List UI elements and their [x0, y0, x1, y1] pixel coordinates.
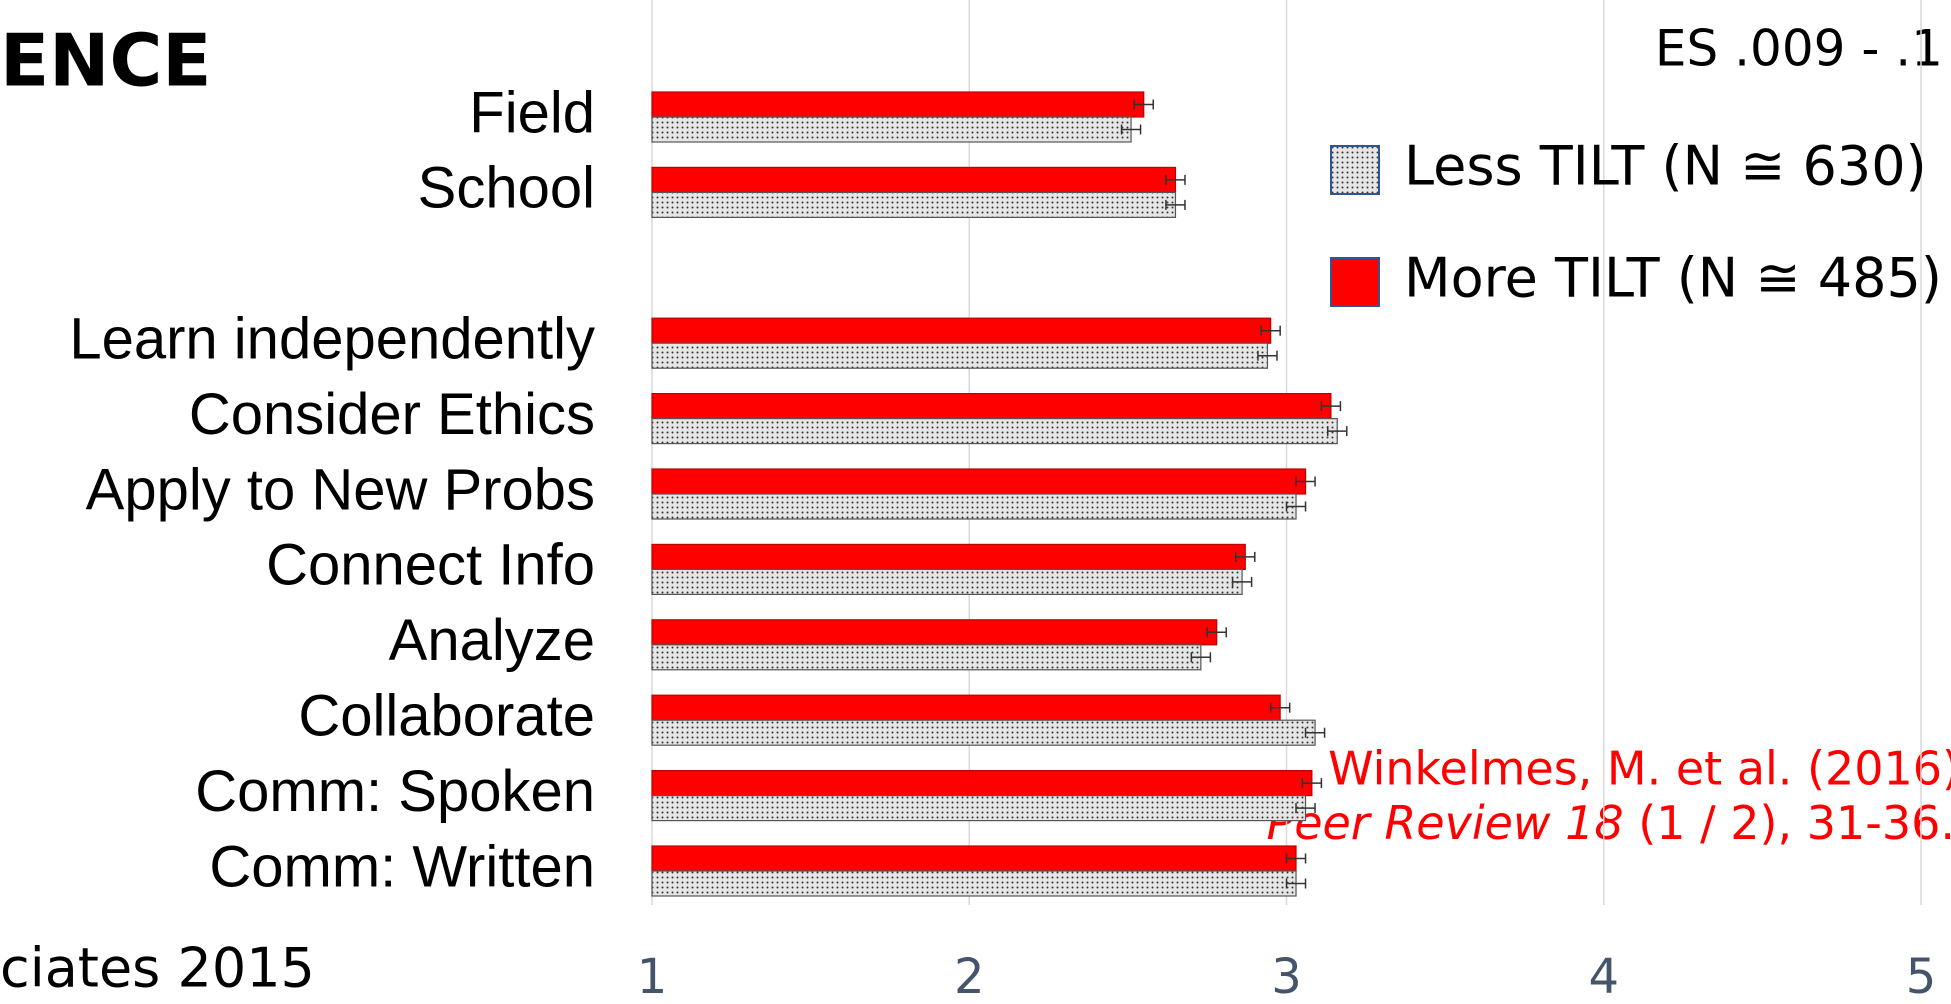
bar: [651, 418, 1338, 445]
error-bar: [1269, 702, 1291, 713]
bar: [651, 317, 1272, 344]
legend-label: More TILT (N ≅ 485): [1404, 247, 1942, 310]
error-bar: [1234, 551, 1256, 562]
error-bar: [1285, 853, 1307, 864]
effect-size: ES .009 - .1: [1655, 20, 1943, 78]
error-bar: [1257, 350, 1278, 361]
citation: Winkelmes, M. et al. (2016): [1328, 742, 1951, 796]
bar: [651, 116, 1132, 143]
error-bar: [1206, 627, 1227, 638]
error-bar: [1285, 501, 1307, 512]
bar: [651, 468, 1307, 495]
error-bar: [1260, 325, 1281, 336]
error-bar: [1285, 878, 1307, 889]
x-tick-label: 4: [1588, 949, 1619, 1004]
bar: [651, 694, 1281, 721]
bar: [651, 719, 1316, 746]
error-bar: [1190, 652, 1212, 663]
error-bar: [1320, 401, 1342, 412]
category-label: Analyze: [389, 608, 595, 673]
bar: [651, 769, 1313, 797]
legend-swatch: [1330, 257, 1380, 307]
x-tick-label: 5: [1906, 949, 1937, 1004]
bar: [651, 644, 1202, 671]
bar: [651, 794, 1307, 822]
x-tick-label: 1: [637, 949, 668, 1004]
bar: [651, 493, 1297, 520]
error-bar: [1165, 174, 1186, 185]
citation-journal: Peer Review 18: [1266, 796, 1623, 850]
legend-label: Less TILT (N ≅ 630): [1404, 135, 1927, 198]
bar: [651, 870, 1297, 897]
bar: [651, 568, 1243, 596]
category-label: School: [418, 156, 595, 221]
category-label: Comm: Spoken: [195, 759, 595, 824]
error-bar: [1295, 803, 1316, 814]
bar: [651, 845, 1297, 872]
error-bar: [1165, 199, 1186, 210]
bar: [651, 619, 1218, 646]
footer: ciates 2015: [0, 937, 315, 1000]
error-bar: [1295, 476, 1316, 487]
category-label: Learn independently: [69, 307, 595, 372]
bar: [651, 342, 1269, 369]
bar: [651, 166, 1177, 193]
bar: [651, 91, 1145, 118]
category-label: Collaborate: [298, 684, 595, 749]
category-label: Comm: Written: [209, 834, 595, 899]
x-tick-label: 2: [954, 949, 985, 1004]
error-bar: [1301, 778, 1323, 789]
legend-swatch: [1330, 145, 1380, 195]
citation: Peer Review 18 (1 / 2), 31-36.: [1266, 796, 1951, 850]
error-bar: [1120, 124, 1142, 135]
category-label: Connect Info: [266, 533, 595, 598]
error-bar: [1133, 99, 1155, 110]
error-bar: [1326, 426, 1348, 437]
category-label: Apply to New Probs: [86, 457, 595, 522]
category-label: Consider Ethics: [189, 382, 595, 447]
chart-title: ENCE: [0, 19, 211, 103]
citation-rest: (1 / 2), 31-36.: [1624, 796, 1951, 850]
bar: [651, 191, 1177, 218]
x-tick-label: 3: [1271, 949, 1302, 1004]
bar: [651, 393, 1332, 420]
error-bar: [1231, 576, 1253, 587]
category-label: Field: [469, 80, 595, 145]
error-bar: [1304, 727, 1326, 738]
bar: [651, 543, 1246, 571]
